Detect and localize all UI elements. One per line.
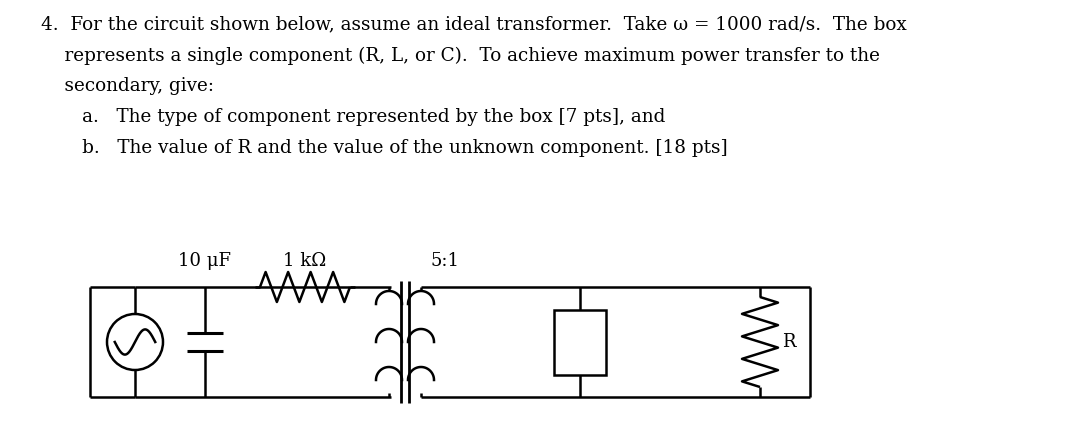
Text: a.   The type of component represented by the box [7 pts], and: a. The type of component represented by … <box>41 108 665 126</box>
Text: secondary, give:: secondary, give: <box>41 77 214 95</box>
Text: b.   The value of R and the value of the unknown component. [18 pts]: b. The value of R and the value of the u… <box>41 139 727 157</box>
Text: represents a single component (R, L, or C).  To achieve maximum power transfer t: represents a single component (R, L, or … <box>41 46 880 65</box>
Text: R: R <box>782 333 795 351</box>
Text: 10 μF: 10 μF <box>178 252 232 270</box>
Bar <box>554 309 606 374</box>
Text: 4.  For the circuit shown below, assume an ideal transformer.  Take ω = 1000 rad: 4. For the circuit shown below, assume a… <box>41 15 907 34</box>
Text: 1 kΩ: 1 kΩ <box>283 252 326 270</box>
Text: 5:1: 5:1 <box>430 252 459 270</box>
